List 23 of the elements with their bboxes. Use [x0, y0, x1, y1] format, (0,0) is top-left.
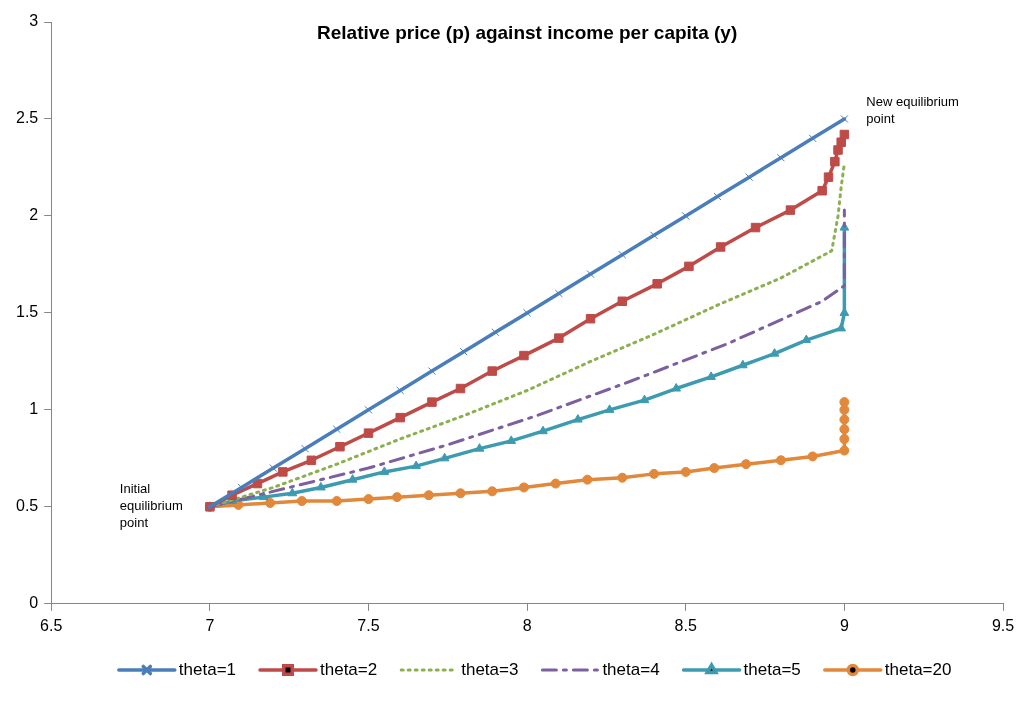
chart-title: Relative price (p) against income per capita (y) [317, 22, 738, 44]
x-tick-label: 8.5 [674, 616, 697, 634]
x-tick-label: 6.5 [40, 616, 63, 634]
y-tick-label: 2 [29, 206, 39, 224]
y-tick-label: 2.5 [15, 109, 39, 127]
x-tick-label: 9.5 [991, 616, 1015, 634]
y-tick-label: 0.5 [15, 497, 39, 515]
legend-label: theta=20 [884, 659, 952, 679]
y-tick-label: 1.5 [15, 303, 39, 321]
y-tick-label: 3 [29, 12, 39, 30]
legend-label: theta=4 [602, 659, 660, 679]
annotation: Initial equilibrium point [119, 481, 183, 531]
y-tick-label: 1 [29, 400, 39, 418]
x-tick-label: 7.5 [357, 616, 380, 634]
legend-label: theta=2 [320, 659, 378, 679]
x-tick-label: 9 [839, 616, 849, 634]
legend-label: theta=3 [461, 659, 519, 679]
x-tick-label: 8 [522, 616, 532, 634]
x-tick-label: 7 [205, 616, 215, 634]
legend-label: theta=1 [178, 659, 237, 679]
y-tick-label: 0 [29, 594, 39, 612]
legend-label: theta=5 [743, 659, 801, 679]
annotation: New equilibrium point [866, 93, 959, 126]
